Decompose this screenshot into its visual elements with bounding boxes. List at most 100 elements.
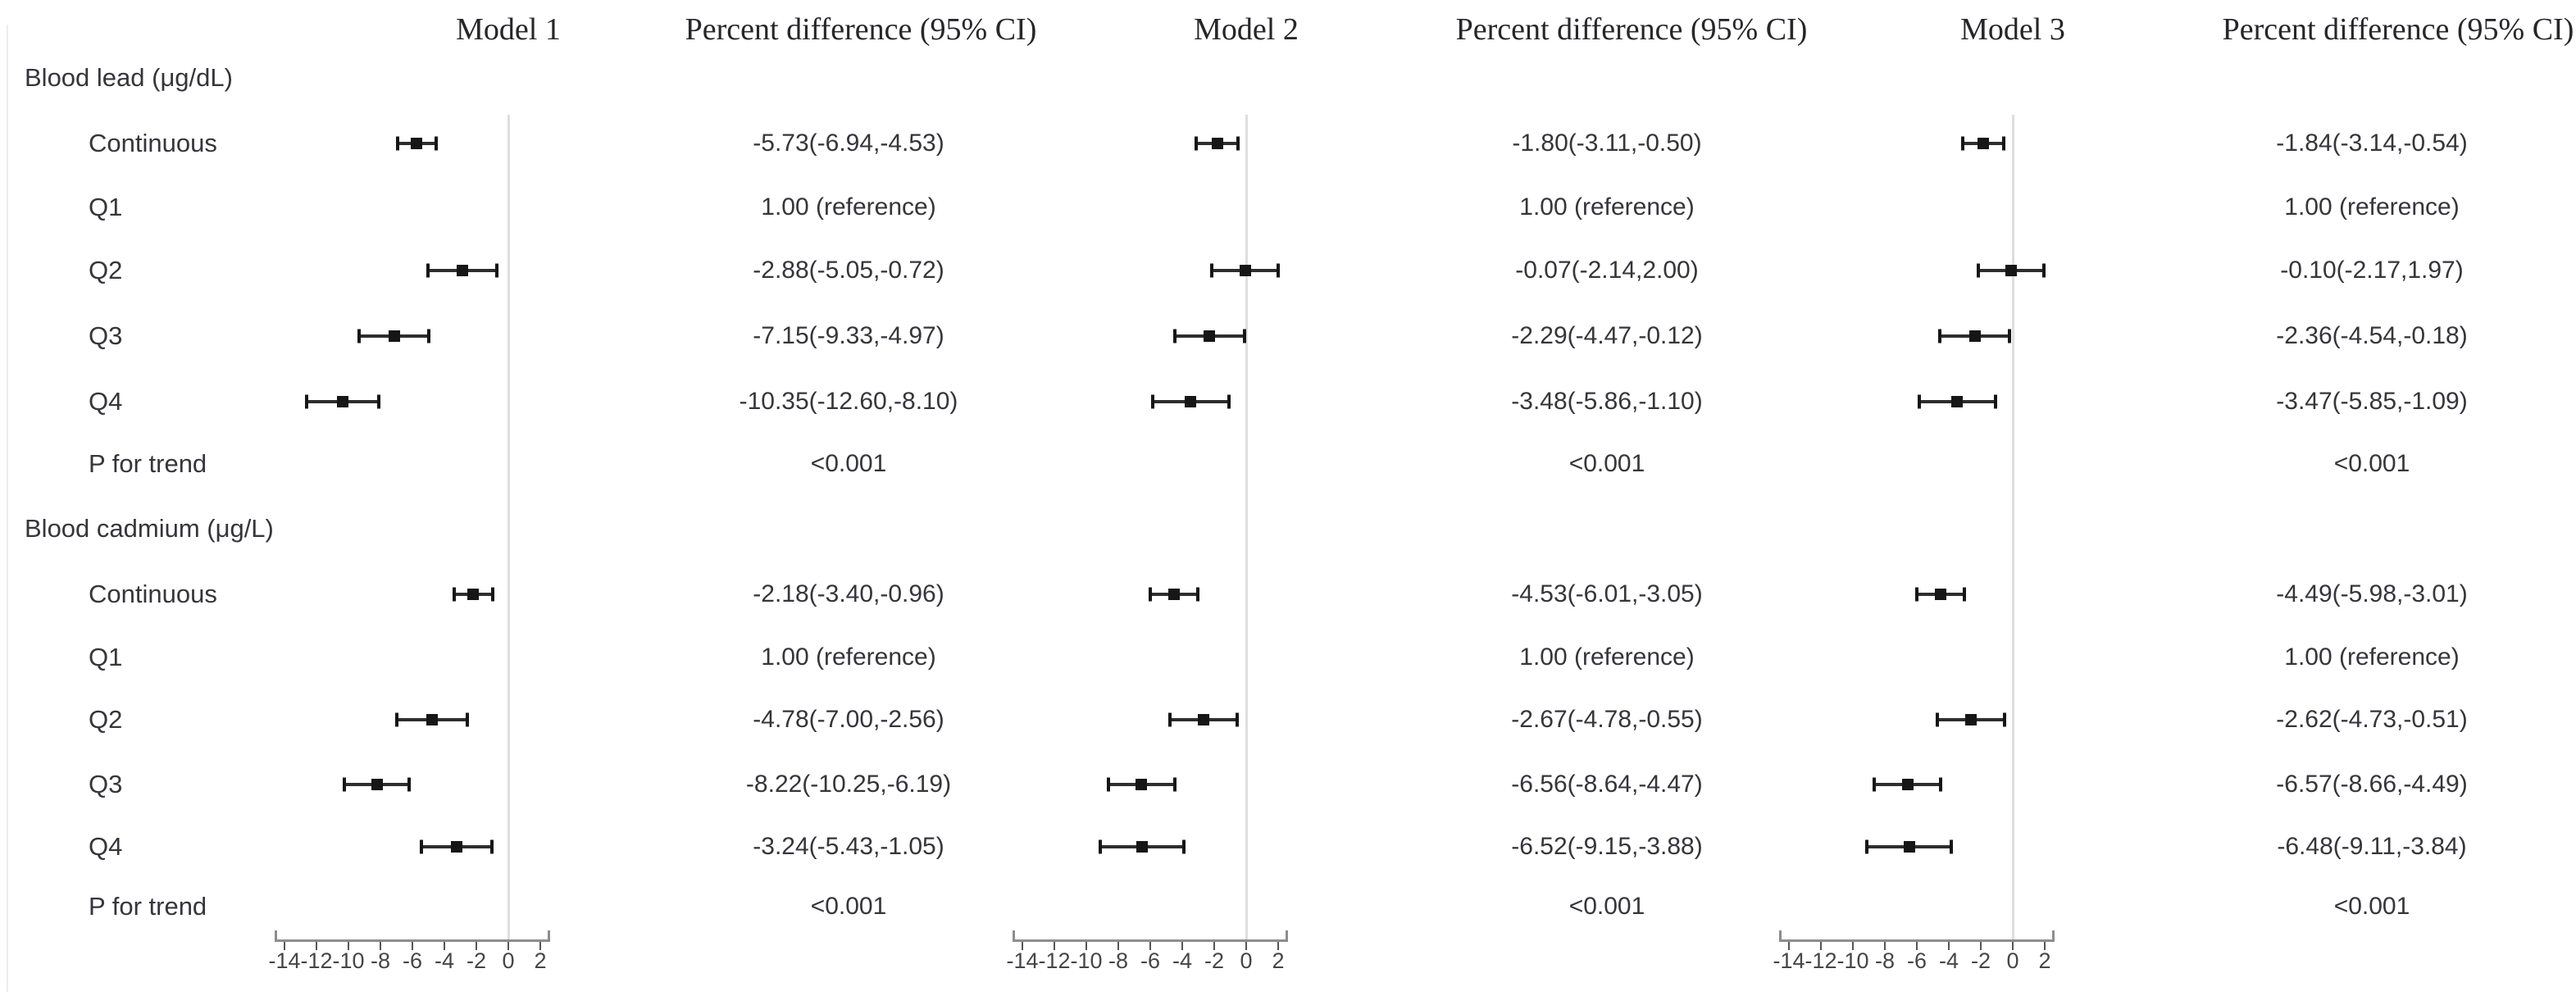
estimate-cell: <0.001 (2333, 450, 2410, 477)
ci-low-cap (305, 394, 309, 409)
estimate-cell: -2.62(-4.73,-0.51) (2276, 706, 2468, 733)
axis-tick (1149, 942, 1151, 950)
axis-tick (412, 942, 413, 950)
axis-tick-label: -4 (1938, 948, 1959, 973)
axis-tick-label: -14 (1773, 948, 1805, 973)
estimate-cell: 1.00 (reference) (761, 193, 936, 221)
percent-diff-header-3: Percent difference (95% CI) (2222, 12, 2574, 47)
ci-low-cap (1150, 394, 1154, 409)
ci-low-cap (1915, 587, 1919, 602)
estimate-marker (1239, 265, 1251, 276)
estimate-marker (1951, 396, 1964, 407)
axis-tick (1213, 942, 1215, 950)
zero-reference-line (2012, 115, 2014, 939)
estimate-marker (1185, 396, 1197, 407)
ci-low-cap (343, 777, 347, 792)
axis-tick (2012, 942, 2014, 950)
section-label-blood-lead: Blood lead (μg/dL) (25, 63, 233, 92)
axis-tick (348, 942, 349, 950)
estimate-marker (337, 396, 349, 407)
zero-reference-line (1245, 115, 1248, 939)
axis-tick (1788, 942, 1790, 950)
row-label: Q4 (89, 832, 123, 861)
estimate-cell: -6.57(-8.66,-4.49) (2276, 771, 2468, 798)
estimate-marker (1167, 589, 1180, 600)
estimate-cell: <0.001 (2333, 893, 2410, 920)
axis-tick-label: -12 (1805, 948, 1837, 973)
estimate-cell: -4.49(-5.98,-3.01) (2276, 580, 2468, 607)
estimate-cell: -2.36(-4.54,-0.18) (2276, 322, 2468, 349)
estimate-marker (1964, 714, 1977, 725)
axis-tick (539, 942, 541, 950)
axis-tick (1245, 942, 1247, 950)
estimate-marker (456, 265, 468, 276)
ci-low-cap (1210, 263, 1214, 278)
row-label: Q3 (89, 321, 123, 350)
axis-tick (444, 942, 445, 950)
section-label-blood-cadmium: Blood cadmium (μg/L) (25, 514, 274, 543)
axis-tick (476, 942, 477, 950)
estimate-marker (2005, 265, 2018, 276)
estimate-marker (1978, 138, 1990, 149)
axis-tick-label: 0 (2006, 948, 2019, 973)
ci-low-cap (394, 712, 398, 727)
ci-low-cap (420, 839, 424, 854)
axis-tick (1948, 942, 1950, 950)
x-axis-left-cap (1013, 930, 1016, 940)
estimate-marker (1204, 330, 1216, 342)
estimate-marker (1197, 714, 1209, 725)
estimate-cell: -10.35(-12.60,-8.10) (739, 388, 958, 415)
axis-tick (1022, 942, 1023, 950)
estimate-marker (1211, 138, 1223, 149)
percent-diff-header-2: Percent difference (95% CI) (1455, 12, 1808, 47)
ci-high-cap (1963, 587, 1967, 602)
estimate-cell: -4.78(-7.00,-2.56) (753, 706, 944, 733)
ci-high-cap (1950, 839, 1954, 854)
axis-tick-label: 2 (1272, 948, 1285, 973)
axis-tick-label: -12 (1038, 948, 1071, 973)
ci-high-cap (1172, 777, 1176, 792)
estimate-cell: -6.52(-9.15,-3.88) (1511, 833, 1703, 860)
estimate-cell: <0.001 (1568, 893, 1645, 920)
x-axis-right-cap (1285, 930, 1288, 940)
ci-high-cap (1242, 329, 1246, 343)
ci-high-cap (491, 587, 495, 602)
row-label: Continuous (89, 580, 217, 608)
ci-low-cap (1172, 329, 1176, 343)
estimate-cell: -2.88(-5.05,-0.72) (753, 257, 944, 284)
axis-tick-label: -2 (466, 948, 487, 973)
x-axis (1013, 939, 1288, 942)
ci-high-cap (1993, 394, 1997, 409)
ci-low-cap (452, 587, 456, 602)
estimate-cell: -2.18(-3.40,-0.96) (753, 580, 944, 607)
axis-tick (2044, 942, 2046, 950)
ci-low-cap (357, 329, 362, 343)
estimate-cell: -6.48(-9.11,-3.84) (2277, 833, 2467, 860)
estimate-cell: 1.00 (reference) (1519, 644, 1695, 671)
axis-tick-label: -10 (1836, 948, 1869, 973)
estimate-cell: 1.00 (reference) (761, 644, 936, 671)
axis-tick-label: 2 (534, 948, 547, 973)
axis-tick-label: -6 (1140, 948, 1161, 973)
ci-high-cap (434, 136, 438, 151)
estimate-marker (371, 779, 383, 790)
ci-high-cap (2003, 712, 2007, 727)
estimate-marker (1136, 841, 1148, 853)
estimate-marker (388, 330, 400, 342)
estimate-cell: -0.07(-2.14,2.00) (1515, 257, 1699, 284)
ci-low-cap (1098, 839, 1102, 854)
x-axis (275, 939, 550, 942)
row-label: Continuous (89, 129, 217, 157)
estimate-cell: -5.73(-6.94,-4.53) (753, 130, 944, 157)
x-axis-left-cap (275, 930, 278, 940)
estimate-marker (1901, 779, 1914, 790)
axis-tick (1820, 942, 1822, 950)
estimate-cell: 1.00 (reference) (2284, 644, 2460, 671)
row-label: Q3 (89, 770, 123, 798)
ci-high-cap (494, 263, 498, 278)
x-axis-right-cap (2051, 930, 2055, 940)
estimate-marker (450, 841, 462, 853)
ci-low-cap (1865, 839, 1869, 854)
axis-tick-label: -4 (1172, 948, 1193, 973)
